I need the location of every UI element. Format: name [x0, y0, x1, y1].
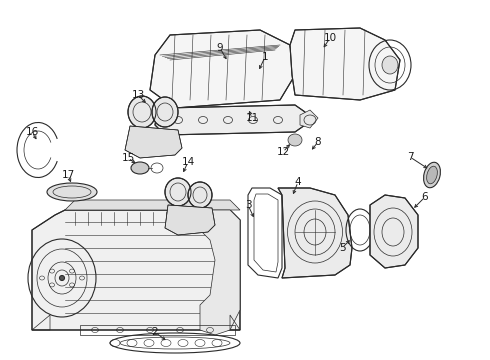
Polygon shape: [150, 30, 295, 108]
Ellipse shape: [382, 56, 398, 74]
Ellipse shape: [288, 134, 302, 146]
Text: 16: 16: [25, 127, 39, 137]
Polygon shape: [165, 205, 215, 235]
Text: 11: 11: [245, 113, 259, 123]
Text: 10: 10: [323, 33, 337, 43]
Polygon shape: [125, 126, 182, 158]
Polygon shape: [290, 28, 400, 100]
Polygon shape: [32, 210, 240, 330]
Text: 9: 9: [217, 43, 223, 53]
Ellipse shape: [47, 183, 97, 201]
Text: 7: 7: [407, 152, 413, 162]
Ellipse shape: [188, 182, 212, 208]
Text: 17: 17: [61, 170, 74, 180]
Text: 14: 14: [181, 157, 195, 167]
Polygon shape: [370, 195, 418, 268]
Polygon shape: [155, 105, 305, 135]
Text: 8: 8: [315, 137, 321, 147]
Text: 4: 4: [294, 177, 301, 187]
Ellipse shape: [152, 97, 178, 127]
Ellipse shape: [128, 96, 156, 128]
Ellipse shape: [427, 166, 438, 184]
Text: 6: 6: [422, 192, 428, 202]
Text: 1: 1: [262, 52, 269, 62]
Text: 2: 2: [152, 327, 158, 337]
Polygon shape: [65, 200, 240, 210]
Text: 5: 5: [339, 243, 345, 253]
Text: 12: 12: [276, 147, 290, 157]
Ellipse shape: [165, 178, 191, 206]
Text: 3: 3: [245, 200, 251, 210]
Ellipse shape: [59, 275, 65, 280]
Text: 15: 15: [122, 153, 135, 163]
Polygon shape: [278, 188, 352, 278]
Ellipse shape: [423, 162, 441, 188]
Text: 13: 13: [131, 90, 145, 100]
Polygon shape: [300, 110, 318, 128]
Ellipse shape: [131, 162, 149, 174]
Polygon shape: [200, 210, 240, 335]
